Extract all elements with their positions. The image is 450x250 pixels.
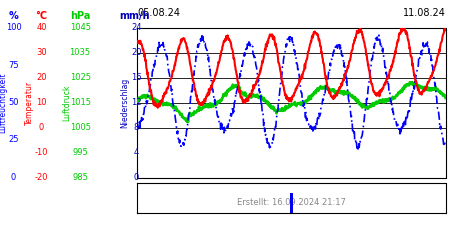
Text: 16: 16 [131,73,142,82]
Text: 0: 0 [11,173,16,182]
Text: 11.08.24: 11.08.24 [403,8,446,18]
Text: 20: 20 [36,73,47,82]
Text: hPa: hPa [70,11,90,21]
Text: °C: °C [36,11,47,21]
Text: Luftdruck: Luftdruck [62,84,71,121]
Text: %: % [9,11,18,21]
Text: 8: 8 [134,123,139,132]
Text: 4: 4 [134,148,139,157]
Text: 985: 985 [72,173,88,182]
Text: 0: 0 [134,173,139,182]
Text: -10: -10 [35,148,48,157]
Text: Erstellt: 16.09.2024 21:17: Erstellt: 16.09.2024 21:17 [237,198,346,207]
Text: 10: 10 [36,98,47,107]
Text: 1005: 1005 [70,123,90,132]
Text: 100: 100 [5,23,22,32]
Text: 1045: 1045 [70,23,90,32]
Text: Niederschlag: Niederschlag [121,77,130,128]
Text: 40: 40 [36,23,47,32]
Text: 1015: 1015 [70,98,90,107]
Text: mm/h: mm/h [119,11,149,21]
Text: 30: 30 [36,48,47,57]
Text: 25: 25 [8,136,19,144]
Text: 75: 75 [8,60,19,70]
Text: 1025: 1025 [70,73,90,82]
Text: Temperatur: Temperatur [25,80,34,124]
Text: 50: 50 [8,98,19,107]
Text: 05.08.24: 05.08.24 [137,8,180,18]
Bar [290,192,293,212]
Text: 20: 20 [131,48,142,57]
Text: 24: 24 [131,23,142,32]
Text: -20: -20 [35,173,48,182]
Text: 995: 995 [72,148,88,157]
Text: 0: 0 [39,123,44,132]
Text: 1035: 1035 [70,48,90,57]
Text: 12: 12 [131,98,142,107]
Text: Luftfeuchtigkeit: Luftfeuchtigkeit [0,72,8,133]
